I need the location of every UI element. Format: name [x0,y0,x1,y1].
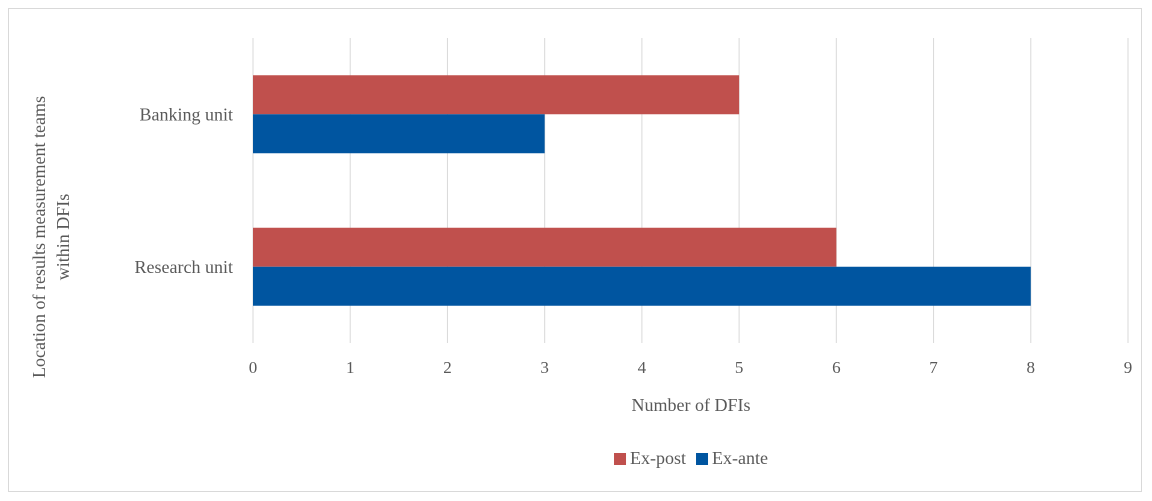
x-tick-label: 9 [1124,358,1133,377]
x-tick-label: 6 [832,358,841,377]
x-tick-label: 4 [638,358,647,377]
bar-ex-ante-research-unit [253,266,1031,306]
x-tick-label: 7 [929,358,938,377]
bar-ex-post-banking-unit [253,75,740,115]
x-tick-label: 5 [735,358,744,377]
legend-swatch-ex-ante [696,453,709,465]
bar-ex-ante-banking-unit [253,114,545,154]
x-tick-label: 8 [1027,358,1036,377]
category-label: Banking unit [140,104,234,124]
x-tick-label: 1 [346,358,355,377]
legend: Ex-post Ex-ante [614,448,768,468]
category-label: Research unit [135,257,233,277]
legend-label-ex-ante: Ex-ante [712,448,768,468]
x-tick-label: 2 [443,358,452,377]
x-axis-title: Number of DFIs [632,395,751,415]
y-axis-title-line-1: Location of results measurement teams [29,96,49,378]
legend-swatch-ex-post [614,453,627,465]
legend-label-ex-post: Ex-post [630,448,686,468]
bars [253,75,1031,306]
x-tick-label: 0 [249,358,258,377]
y-axis-title: Location of results measurement teams wi… [29,96,73,378]
y-axis-title-line-2: within DFIs [53,194,73,281]
bar-ex-post-research-unit [253,227,837,267]
x-tick-label: 3 [540,358,549,377]
x-tick-labels: 0 1 2 3 4 5 6 7 8 9 [249,358,1133,377]
category-labels: Banking unit Research unit [135,104,233,277]
